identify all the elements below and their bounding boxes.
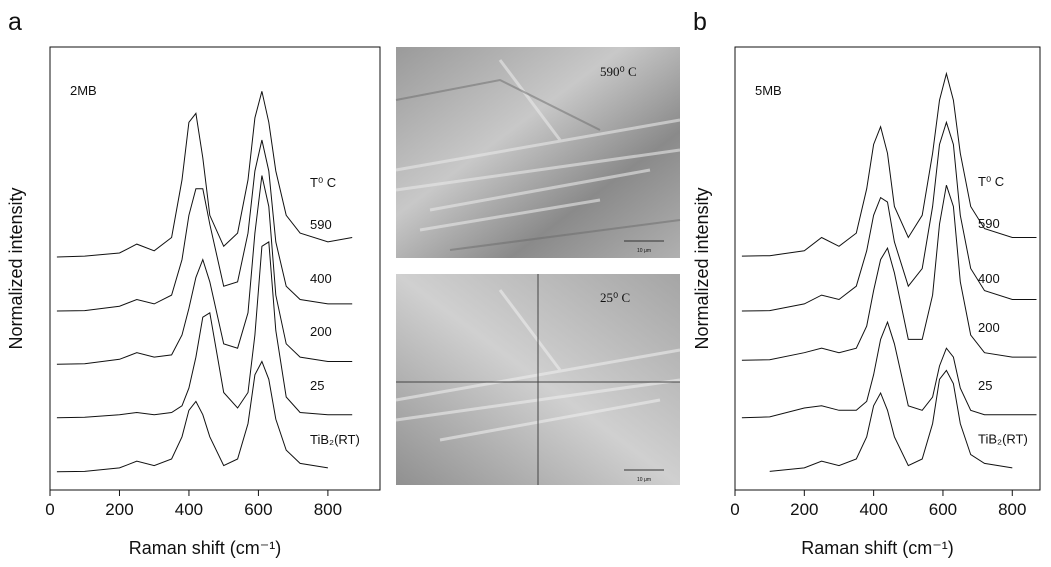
spectrum-line [741, 120, 1037, 312]
x-tick-label: 800 [314, 500, 342, 519]
micrograph-label: 590⁰ C [600, 64, 637, 79]
x-tick-label: 0 [730, 500, 739, 519]
spectrum-line [741, 320, 1037, 419]
spectrum-line [741, 185, 1037, 361]
x-tick-label: 600 [929, 500, 957, 519]
spectrum-line [56, 91, 353, 258]
x-tick-label: 200 [105, 500, 133, 519]
series-label: 400 [310, 271, 332, 286]
series-label: TiB₂(RT) [310, 432, 360, 447]
series-label: TiB₂(RT) [978, 431, 1028, 446]
spectrum-line [56, 360, 328, 473]
spectrum-line [56, 139, 353, 312]
x-tick-label: 200 [790, 500, 818, 519]
inset-label: 5MB [755, 83, 782, 98]
series-label: 590 [310, 217, 332, 232]
micrograph-label: 25⁰ C [600, 290, 630, 305]
series-label: 25 [310, 378, 324, 393]
series-label: 200 [978, 320, 1000, 335]
legend-title: T⁰ C [978, 174, 1004, 189]
plot-frame [734, 46, 1041, 491]
x-tick-label: 0 [45, 500, 54, 519]
panel: b 5MB 0 200 400 600 800 Raman shift (cm⁻¹) Norma… [692, 8, 1041, 558]
scale-bar-label: 10 μm [637, 477, 651, 483]
plot-frame [49, 46, 381, 491]
panel-label: a [8, 8, 22, 36]
x-tick-label: 600 [244, 500, 272, 519]
micrograph-25: 25⁰ C 10 μm [395, 274, 681, 485]
x-tick-label: 800 [998, 500, 1026, 519]
spectrum-line [56, 241, 353, 419]
y-axis-title: Normalized intensity [6, 187, 26, 349]
x-axis-title: Raman shift (cm⁻¹) [801, 538, 954, 558]
inset-label: 2MB [70, 83, 97, 98]
panel: a 2MB 0 200 400 600 800 Raman shift (cm⁻¹) Norma… [6, 8, 381, 558]
legend-title: T⁰ C [310, 175, 336, 190]
spectrum-line [56, 175, 353, 365]
series-label: 25 [978, 378, 992, 393]
scale-bar-label: 10 μm [637, 248, 651, 254]
x-tick-label: 400 [175, 500, 203, 519]
spectrum-line [741, 71, 1037, 257]
panel-label: b [693, 8, 707, 36]
y-axis-title: Normalized intensity [692, 187, 712, 349]
series-label: 590 [978, 216, 1000, 231]
micrograph-590: 590⁰ C 10 μm [395, 47, 681, 258]
spectrum-line [769, 369, 1013, 472]
series-label: 400 [978, 271, 1000, 286]
x-tick-label: 400 [859, 500, 887, 519]
series-label: 200 [310, 324, 332, 339]
x-axis-title: Raman shift (cm⁻¹) [129, 538, 282, 558]
